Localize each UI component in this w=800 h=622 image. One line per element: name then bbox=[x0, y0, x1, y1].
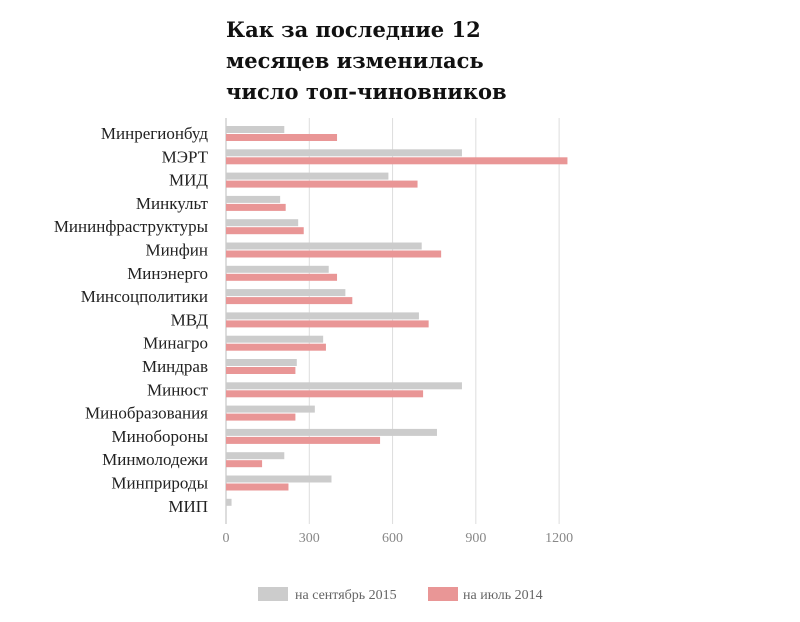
bar-jul-2014 bbox=[226, 250, 442, 258]
bar-jul-2014 bbox=[226, 227, 304, 235]
bar-jul-2014 bbox=[226, 180, 418, 188]
bar-jul-2014 bbox=[226, 297, 353, 305]
category-label: МВД bbox=[171, 310, 209, 329]
bar-jul-2014 bbox=[226, 343, 326, 351]
x-tick-label: 1200 bbox=[545, 531, 573, 546]
category-label: Минсоцполитики bbox=[81, 287, 208, 306]
bar-jul-2014 bbox=[226, 367, 296, 374]
bar-jul-2014 bbox=[226, 273, 338, 281]
x-tick-label: 0 bbox=[223, 531, 230, 546]
legend-label: на июль 2014 bbox=[463, 588, 543, 603]
category-label: Минагро bbox=[143, 334, 208, 353]
x-axis-ticks: 0 300 600 900 1200 bbox=[223, 531, 574, 546]
category-label: Минприроды bbox=[111, 474, 208, 493]
category-label: МИД bbox=[169, 171, 208, 190]
legend-label: на сентябрь 2015 bbox=[295, 588, 397, 603]
bar-sep-2015 bbox=[226, 219, 299, 227]
bar-sep-2015 bbox=[226, 405, 315, 413]
x-tick-label: 600 bbox=[382, 531, 403, 546]
category-label: Минрегионбуд bbox=[101, 124, 208, 143]
bar-sep-2015 bbox=[226, 149, 462, 157]
bar-sep-2015 bbox=[226, 475, 332, 483]
category-label: Минэнерго bbox=[127, 264, 208, 283]
bar-jul-2014 bbox=[226, 436, 381, 444]
x-tick-label: 900 bbox=[465, 531, 486, 546]
category-label: Минюст bbox=[147, 380, 209, 399]
bar-sep-2015 bbox=[226, 335, 324, 343]
bar-sep-2015 bbox=[226, 359, 297, 366]
category-label: Минфин bbox=[145, 241, 208, 260]
bar-sep-2015 bbox=[226, 172, 389, 180]
legend: на сентябрь 2015 на июль 2014 bbox=[258, 587, 543, 603]
bar-sep-2015 bbox=[226, 265, 329, 273]
bar-jul-2014 bbox=[226, 460, 263, 468]
bar-sep-2015 bbox=[226, 195, 281, 203]
bar-sep-2015 bbox=[226, 428, 437, 436]
bar-sep-2015 bbox=[226, 452, 285, 460]
bar-jul-2014 bbox=[226, 203, 286, 211]
bar-jul-2014 bbox=[226, 134, 338, 141]
bar-sep-2015 bbox=[226, 312, 419, 320]
category-label: Минмолодежи bbox=[102, 450, 208, 469]
bar-jul-2014 bbox=[226, 320, 429, 328]
bar-jul-2014 bbox=[226, 483, 289, 491]
legend-swatch bbox=[258, 587, 288, 601]
bar-sep-2015 bbox=[226, 498, 232, 506]
x-tick-label: 300 bbox=[299, 531, 320, 546]
legend-swatch bbox=[428, 587, 458, 601]
category-label: Минкульт bbox=[136, 194, 209, 213]
category-label: Миндрав bbox=[142, 357, 208, 376]
chart-title: Как за последние 12 месяцев изменилась ч… bbox=[226, 17, 507, 104]
bar-sep-2015 bbox=[226, 382, 462, 390]
bar-sep-2015 bbox=[226, 126, 285, 133]
category-label: Минобразования bbox=[85, 404, 208, 423]
bar-jul-2014 bbox=[226, 413, 296, 421]
category-labels: Минрегионбуд МЭРТ МИД Минкульт Мининфраструк… bbox=[54, 124, 209, 516]
bar-jul-2014 bbox=[226, 390, 424, 398]
category-label: Мининфраструктуры bbox=[54, 217, 209, 236]
category-label: МЭРТ bbox=[162, 147, 209, 166]
bars bbox=[226, 126, 568, 506]
category-label: МИП bbox=[168, 497, 208, 516]
bar-jul-2014 bbox=[226, 157, 568, 165]
bar-sep-2015 bbox=[226, 289, 346, 297]
bar-sep-2015 bbox=[226, 242, 422, 250]
category-label: Минобороны bbox=[112, 427, 209, 446]
